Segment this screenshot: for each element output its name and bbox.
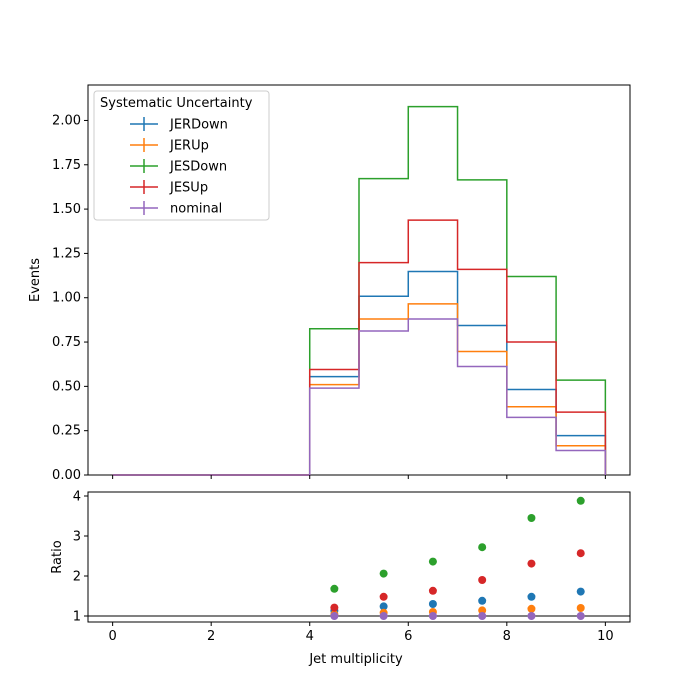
ratio-x-tick-label: 8	[503, 629, 511, 644]
ratio-point-jesup	[527, 559, 536, 568]
ratio-y-ticks: 1 2 3 4	[73, 490, 88, 625]
events-y-tick-label: 1.75	[52, 158, 81, 173]
ratio-x-tick-label: 6	[404, 629, 412, 644]
ratio-points-group	[330, 496, 585, 620]
ratio-y-tick-label: 4	[73, 490, 81, 505]
ratio-point-jesdown	[527, 514, 536, 522]
events-y-tick-label: 0.00	[52, 468, 81, 483]
ratio-point-jerdown	[379, 602, 388, 611]
legend-label: JERUp	[169, 139, 209, 154]
ratio-point-nominal	[428, 612, 437, 620]
histogram-line-nominal	[112, 318, 607, 476]
events-y-tick-label: 1.50	[52, 202, 81, 217]
ratio-point-jesdown	[379, 569, 388, 578]
legend-label: JERDown	[169, 118, 228, 133]
ratio-point-nominal	[527, 612, 536, 620]
ratio-point-jesup	[478, 576, 487, 584]
events-y-axis-label: Events	[28, 258, 43, 302]
ratio-x-tick-label: 0	[108, 629, 116, 644]
events-y-tick-label: 1.00	[52, 291, 81, 306]
legend: Systematic Uncertainty JERDown JERUp JESDo…	[93, 90, 270, 221]
ratio-point-jesdown	[576, 496, 585, 505]
legend-item-jesdown: JESDown	[130, 159, 227, 175]
ratio-point-nominal	[330, 612, 339, 620]
events-series-group	[112, 105, 607, 476]
ratio-point-jerdown	[576, 587, 585, 596]
events-y-tick-label: 2.00	[52, 113, 81, 128]
ratio-point-jesdown	[330, 584, 339, 593]
legend-label: JESUp	[169, 181, 208, 196]
ratio-point-nominal	[576, 612, 585, 620]
legend-label: nominal	[170, 202, 222, 217]
ratio-point-nominal	[379, 612, 388, 620]
ratio-point-nominal	[478, 612, 487, 620]
ratio-point-jesdown	[428, 557, 437, 566]
ratio-point-jerup	[478, 606, 487, 615]
ratio-point-jerdown	[478, 596, 487, 605]
legend-items: JERDown JERUp JESDown JESUp nominal	[130, 117, 228, 217]
ratio-y-tick-label: 1	[73, 610, 81, 625]
legend-item-jerup: JERUp	[130, 138, 209, 154]
ratio-x-tick-label: 2	[207, 629, 215, 644]
events-y-tick-label: 0.50	[52, 379, 81, 394]
events-y-tick-label: 0.25	[52, 424, 81, 439]
ratio-point-jesup	[428, 586, 437, 595]
legend-item-jesup: JESUp	[130, 180, 208, 196]
events-y-ticks: 0.00 0.25 0.50 0.75 1.00 1.25 1.50 1.75 2.00	[52, 113, 88, 483]
legend-label: JESDown	[169, 160, 227, 175]
ratio-x-tick-label: 10	[597, 629, 614, 644]
legend-item-jerdown: JERDown	[130, 117, 228, 133]
ratio-x-axis-label: Jet multiplicity	[308, 652, 403, 667]
legend-item-nominal: nominal	[130, 201, 222, 217]
ratio-point-jesup	[379, 592, 388, 601]
ratio-point-jerdown	[527, 592, 536, 601]
ratio-y-tick-label: 3	[73, 530, 81, 545]
ratio-x-tick-label: 4	[306, 629, 314, 644]
events-x-ticks	[112, 475, 606, 479]
legend-title: Systematic Uncertainty	[100, 96, 253, 111]
ratio-y-axis-label: Ratio	[50, 540, 65, 573]
ratio-y-tick-label: 2	[73, 570, 81, 585]
events-plot-frame	[87, 84, 631, 476]
ratio-plot-frame	[87, 491, 631, 623]
ratio-point-jerup	[576, 604, 585, 612]
ratio-point-jesup	[330, 603, 339, 612]
events-panel: 0.00 0.25 0.50 0.75 1.00 1.25 1.50 1.75 2.00 Eve…	[28, 84, 631, 483]
ratio-point-jerdown	[428, 600, 437, 608]
ratio-point-jesup	[576, 549, 585, 558]
ratio-point-jesdown	[478, 543, 487, 552]
events-y-tick-label: 0.75	[52, 335, 81, 350]
events-y-tick-label: 1.25	[52, 246, 81, 261]
ratio-x-ticks: 0 2 4 6 8 10	[108, 622, 614, 644]
ratio-point-jerup	[527, 604, 536, 613]
